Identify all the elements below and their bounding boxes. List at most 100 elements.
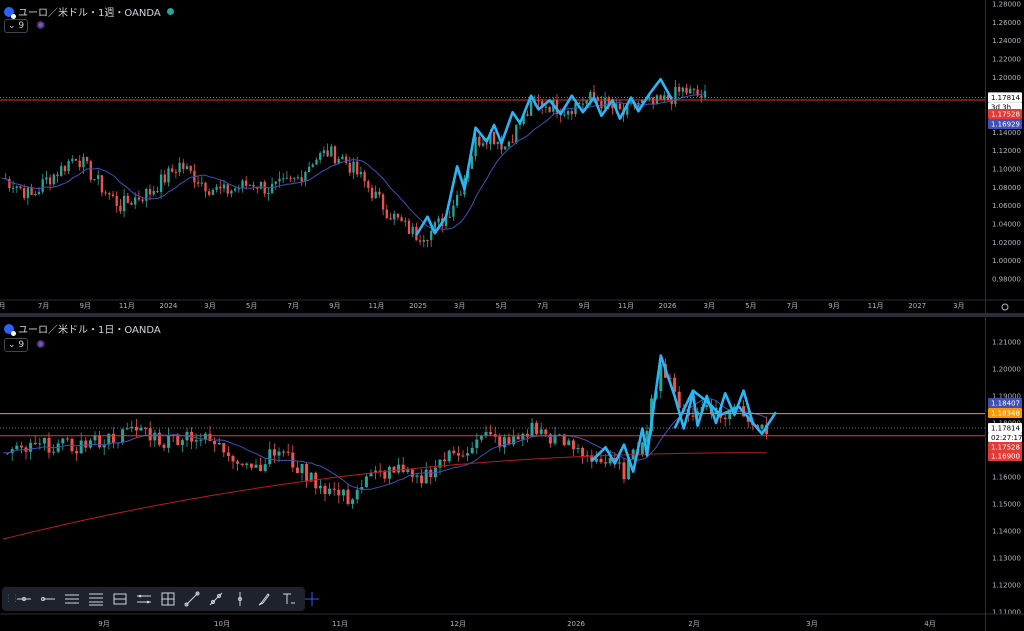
candle-up — [529, 100, 533, 116]
candle-down — [108, 193, 111, 195]
candle-down — [344, 156, 348, 163]
date-range-tool-button[interactable] — [132, 588, 156, 610]
candle-up — [322, 150, 326, 154]
bottom-price-tag-label: 1.16900 — [991, 453, 1020, 461]
candle-up — [617, 462, 621, 464]
candle-down — [148, 189, 152, 195]
candle-up — [364, 476, 368, 488]
candle-up — [268, 449, 272, 465]
trend-line-icon — [184, 591, 200, 607]
fib-retracement-tool-button[interactable] — [84, 588, 108, 610]
candle-down — [333, 146, 337, 164]
candle-up — [374, 470, 378, 473]
candle-down — [692, 88, 696, 90]
candle-up — [397, 464, 401, 473]
toolbar-grip-icon[interactable]: ⋮⋮ — [4, 594, 20, 604]
candle-up — [282, 178, 285, 180]
candle-up — [504, 146, 507, 150]
bottom-chart-title: ユーロ／米ドル・1日・OANDA — [18, 325, 161, 336]
top-x-tick-label: 9月 — [579, 302, 590, 310]
bottom-price-tag — [988, 442, 1022, 452]
top-y-tick-label: 0.98000 — [992, 276, 1021, 284]
pane-separator — [0, 313, 1024, 317]
candle-up — [424, 469, 428, 484]
candle-down — [370, 187, 374, 199]
vertical-line-tool-button[interactable] — [228, 588, 252, 610]
top-x-tick-label: 11月 — [618, 302, 634, 310]
horizontal-line-tool-button[interactable] — [12, 588, 36, 610]
candle-up — [230, 190, 233, 194]
candle-down — [367, 181, 370, 188]
candle-down — [176, 435, 180, 446]
candle-up — [10, 449, 14, 454]
trend-line-tool-button[interactable] — [180, 588, 204, 610]
bottom-settings-gear-icon[interactable]: ✺ — [36, 338, 46, 351]
top-settings-gear-icon[interactable]: ✺ — [36, 19, 46, 32]
candle-up — [93, 179, 96, 181]
candle-up — [470, 156, 474, 169]
candle-down — [162, 444, 166, 448]
crosshair-tool-button[interactable] — [300, 588, 324, 610]
candle-up — [351, 499, 355, 504]
candle-up — [178, 162, 181, 173]
candle-up — [567, 440, 571, 446]
candle-up — [608, 457, 612, 464]
top-x-tick-label: 3月 — [204, 302, 215, 310]
candle-up — [705, 404, 709, 407]
bottom-indicator-row: ⌄ 9 ✺ — [4, 338, 45, 352]
candle-down — [171, 168, 174, 172]
candle-up — [152, 190, 155, 195]
pitchfork-tool-button[interactable] — [204, 588, 228, 610]
candle-down — [74, 158, 78, 161]
top-x-tick-label: 2024 — [159, 302, 177, 310]
candle-down — [492, 132, 496, 144]
candle-up — [452, 205, 455, 217]
bottom-y-tick-label: 1.21000 — [992, 339, 1021, 347]
candle-up — [522, 114, 525, 124]
candle-down — [63, 166, 67, 172]
candle-up — [404, 220, 407, 222]
candle-up — [444, 216, 448, 227]
price-range-tool-button[interactable] — [108, 588, 132, 610]
top-x-tick-label: 11月 — [368, 302, 384, 310]
candle-down — [400, 217, 403, 222]
candle-up — [199, 439, 203, 441]
candle-down — [75, 451, 79, 454]
candle-down — [461, 455, 465, 457]
top-price-tag-label: 1.16929 — [991, 121, 1020, 129]
candle-down — [65, 438, 69, 440]
candle-up — [406, 469, 410, 473]
candle-up — [42, 437, 46, 444]
candle-up — [640, 100, 644, 104]
candle-down — [498, 436, 502, 448]
parallel-channel-tool-button[interactable] — [60, 588, 84, 610]
horizontal-ray-tool-button[interactable] — [36, 588, 60, 610]
candle-up — [594, 458, 598, 462]
top-y-tick-label: 1.06000 — [992, 202, 1021, 210]
candle-down — [456, 453, 460, 456]
text-tool-button[interactable] — [276, 588, 300, 610]
candle-down — [19, 186, 22, 189]
candle-down — [8, 178, 11, 189]
candle-up — [430, 230, 433, 241]
brush-tool-button[interactable] — [252, 588, 276, 610]
top-zigzag-line — [415, 77, 673, 236]
candle-down — [383, 470, 387, 479]
candle-down — [286, 451, 290, 453]
candle-down — [226, 184, 229, 194]
candle-down — [677, 86, 681, 92]
bottom-y-tick-label: 1.11000 — [992, 609, 1021, 617]
candle-up — [82, 157, 85, 168]
candle-down — [363, 172, 366, 182]
candle-up — [211, 189, 215, 195]
bottom-x-tick-label: 2026 — [567, 620, 585, 628]
candle-down — [378, 470, 382, 472]
bottom-indicator-toggle[interactable]: ⌄ 9 — [4, 338, 29, 352]
candle-down — [548, 434, 552, 444]
top-indicator-toggle[interactable]: ⌄ 9 — [4, 19, 29, 33]
top-x-tick-label: 2027 — [908, 302, 926, 310]
long-position-tool-button[interactable] — [156, 588, 180, 610]
candle-down — [115, 195, 118, 206]
candle-up — [674, 86, 677, 105]
toolbar-buttons — [12, 588, 324, 610]
